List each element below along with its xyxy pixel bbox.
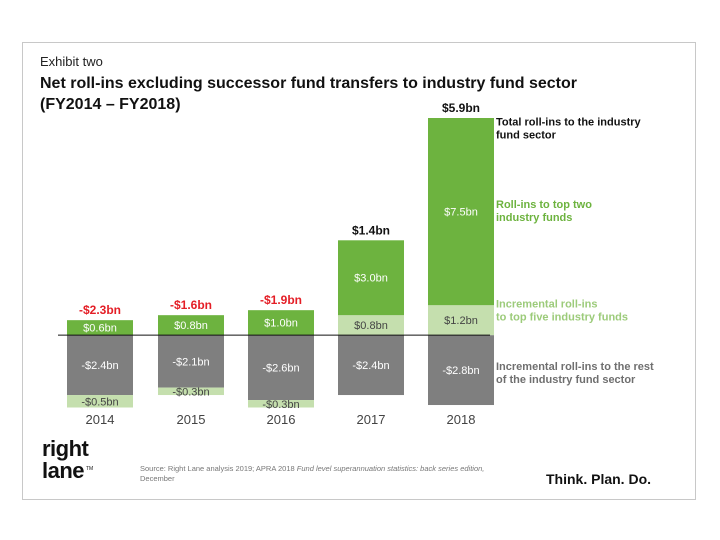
bar-top-five-2017 <box>338 315 404 336</box>
data-label-top-five-2018: $1.2bn <box>444 315 478 327</box>
logo-icon: right lane TM <box>42 436 93 483</box>
data-label-top-five-2016: -$0.3bn <box>262 399 299 411</box>
data-label-rest-2015: -$2.1bn <box>172 356 209 368</box>
data-label-top-two-2018: $7.5bn <box>444 207 478 219</box>
svg-text:TM: TM <box>86 466 93 472</box>
legend-totals-line-2: fund sector <box>496 129 557 141</box>
chart-title-line-2: (FY2014 – FY2018) <box>40 96 181 113</box>
x-tick-label-2015: 2015 <box>177 412 206 427</box>
legend-rest-line-1: Incremental roll-ins to the rest <box>496 361 654 373</box>
x-tick-label-2017: 2017 <box>357 412 386 427</box>
bar-top-five-2018 <box>428 305 494 336</box>
right-lane-logo: right lane TM <box>42 436 122 486</box>
data-label-rest-2014: -$2.4bn <box>81 360 118 372</box>
data-label-top-two-2014: $0.6bn <box>83 323 117 335</box>
source-note: Source: Right Lane analysis 2019; APRA 2… <box>140 464 520 484</box>
legend-top-five-line-2: to top five industry funds <box>496 312 628 324</box>
bar-rest-2017 <box>338 335 404 396</box>
total-label-2015: -$1.6bn <box>170 298 212 312</box>
bar-top-two-2016 <box>248 310 314 336</box>
data-label-top-two-2017: $3.0bn <box>354 273 388 285</box>
bar-top-two-2014 <box>67 320 133 336</box>
svg-text:right: right <box>42 436 90 461</box>
source-prefix: Source: Right Lane analysis 2019; APRA 2… <box>140 464 297 473</box>
data-label-rest-2018: -$2.8bn <box>442 365 479 377</box>
legend-totals-line-1: Total roll-ins to the industry <box>496 116 642 128</box>
legend-rest-line-2: of the industry fund sector <box>496 374 636 386</box>
legend-top-two-line-2: industry funds <box>496 212 572 224</box>
data-label-top-two-2015: $0.8bn <box>174 320 208 332</box>
bar-top-two-2015 <box>158 315 224 336</box>
legend-top-two-line-1: Roll-ins to top two <box>496 199 592 211</box>
data-label-top-five-2014: -$0.5bn <box>81 396 118 408</box>
tagline: Think. Plan. Do. <box>546 471 652 487</box>
x-tick-label-2016: 2016 <box>267 412 296 427</box>
source-italic: Fund level superannuation statistics: ba… <box>296 464 485 473</box>
total-label-2016: -$1.9bn <box>260 293 302 307</box>
data-label-top-five-2017: $0.8bn <box>354 320 388 332</box>
bar-rest-2015 <box>158 335 224 388</box>
legend-top-five-line-1: Incremental roll-ins <box>496 299 597 311</box>
bar-rest-2018 <box>428 335 494 406</box>
bar-top-two-2018 <box>428 118 494 306</box>
bar-rest-2014 <box>67 335 133 396</box>
bar-top-five-2014 <box>67 395 133 408</box>
data-label-rest-2017: -$2.4bn <box>352 360 389 372</box>
bar-top-two-2017 <box>338 240 404 316</box>
x-tick-label-2018: 2018 <box>447 412 476 427</box>
total-label-2014: -$2.3bn <box>79 303 121 317</box>
svg-text:lane: lane <box>42 458 84 483</box>
source-suffix: December <box>140 474 175 483</box>
chart-title: Net roll-ins excluding successor fund tr… <box>40 73 660 115</box>
data-label-top-two-2016: $1.0bn <box>264 318 298 330</box>
bar-rest-2016 <box>248 335 314 401</box>
x-tick-label-2014: 2014 <box>86 412 115 427</box>
total-label-2017: $1.4bn <box>352 223 390 237</box>
data-label-rest-2016: -$2.6bn <box>262 363 299 375</box>
bar-top-five-2015 <box>158 387 224 396</box>
exhibit-label: Exhibit two <box>40 54 103 69</box>
data-label-top-five-2015: -$0.3bn <box>172 386 209 398</box>
exhibit-frame <box>22 42 696 500</box>
total-label-2018: $5.9bn <box>442 101 480 115</box>
bar-top-five-2016 <box>248 400 314 408</box>
chart-title-line-1: Net roll-ins excluding successor fund tr… <box>40 75 577 92</box>
